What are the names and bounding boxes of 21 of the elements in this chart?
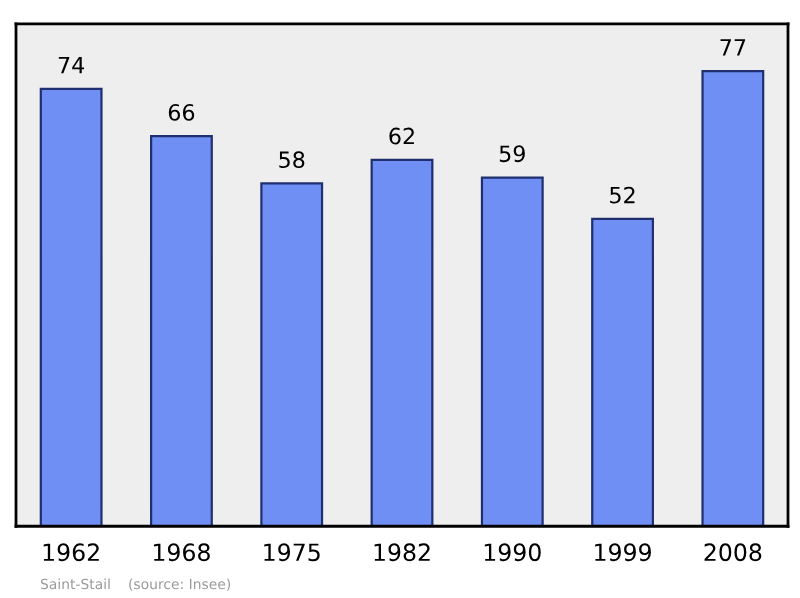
bar	[701, 70, 765, 527]
data-label: 66	[168, 103, 195, 121]
data-label: 74	[58, 56, 85, 74]
x-tick-label: 2008	[704, 543, 762, 562]
x-tick-label: 1975	[264, 543, 320, 562]
x-tick-label: 1999	[595, 543, 651, 562]
x-tick-label: 1990	[484, 543, 541, 562]
data-label: 58	[279, 151, 305, 169]
x-tick-label: 1982	[374, 543, 430, 562]
bar	[260, 182, 324, 527]
data-label: 62	[389, 127, 414, 145]
x-tick-label: 1962	[43, 543, 99, 562]
data-label: 59	[499, 145, 525, 163]
bar	[480, 176, 544, 527]
x-tick-label: 1968	[153, 543, 210, 562]
bar	[591, 217, 655, 527]
data-label: 52	[610, 186, 635, 204]
data-label: 77	[720, 39, 746, 56]
bar	[149, 135, 213, 527]
bar	[39, 87, 103, 527]
bar	[370, 158, 434, 527]
